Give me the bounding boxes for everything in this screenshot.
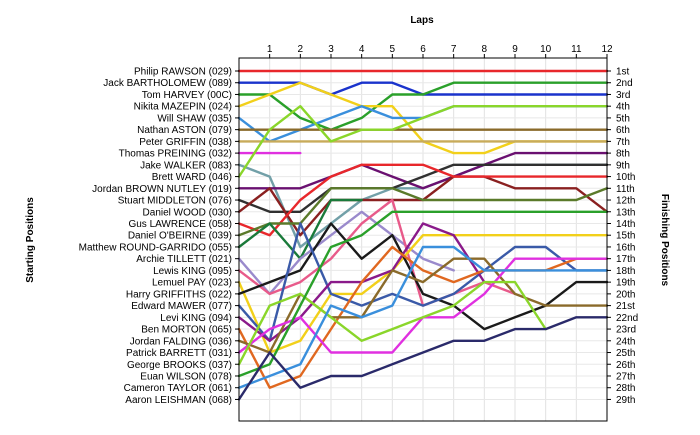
y-axis-title: Starting Positions xyxy=(25,197,36,283)
series-line xyxy=(237,233,609,354)
finish-position-label: 27th xyxy=(616,371,635,382)
start-position-label: Archie TILLETT (021) xyxy=(136,254,232,265)
start-position-label: Cameron TAYLOR (061) xyxy=(124,383,232,394)
start-position-label: Daniel O'BEIRNE (039) xyxy=(128,231,232,242)
start-position-label: Euan WILSON (078) xyxy=(140,371,232,382)
finish-position-label: 25th xyxy=(616,348,635,359)
series-line xyxy=(237,245,609,389)
finish-position-label: 22nd xyxy=(616,313,638,324)
finish-position-label: 29th xyxy=(616,395,635,406)
finish-position-label: 21st xyxy=(616,301,635,312)
y2-axis-title: Finishing Positions xyxy=(659,194,670,287)
finish-position-label: 12th xyxy=(616,196,635,207)
lap-tick-label: 5 xyxy=(390,44,396,55)
start-position-label: Jordan BROWN NUTLEY (019) xyxy=(92,184,232,195)
start-position-label: Jordan FALDING (036) xyxy=(130,336,232,347)
series-line xyxy=(237,280,547,366)
start-position-label: Daniel WOOD (030) xyxy=(143,207,232,218)
finish-position-label: 13th xyxy=(616,207,635,218)
finish-position-label: 2nd xyxy=(616,78,633,89)
series-lines xyxy=(237,69,609,401)
finish-position-label: 8th xyxy=(616,149,630,160)
start-position-label: Philip RAWSON (029) xyxy=(134,67,232,78)
finish-position-label: 16th xyxy=(616,242,635,253)
x-axis-title: Laps xyxy=(410,15,434,26)
finish-position-label: 28th xyxy=(616,383,635,394)
lap-tick-label: 3 xyxy=(328,44,334,55)
lap-tick-label: 7 xyxy=(451,44,457,55)
finish-position-label: 3rd xyxy=(616,90,630,101)
start-position-label: Jack BARTHOLOMEW (089) xyxy=(103,78,232,89)
series-line xyxy=(237,151,609,190)
lap-tick-label: 11 xyxy=(571,44,582,55)
finish-position-label: 18th xyxy=(616,266,635,277)
series-line xyxy=(237,104,609,178)
finish-position-label: 11th xyxy=(616,184,635,195)
start-position-label: Matthew ROUND-GARRIDO (055) xyxy=(79,242,232,253)
start-position-label: Patrick BARRETT (031) xyxy=(126,348,232,359)
series-line xyxy=(237,222,609,342)
finish-position-label: 4th xyxy=(616,102,630,113)
series-line xyxy=(237,210,609,378)
finish-position-label: 26th xyxy=(616,360,635,371)
start-position-label: Gus LAWRENCE (058) xyxy=(128,219,232,230)
lap-tick-label: 1 xyxy=(267,44,273,55)
start-position-label: Levi KING (094) xyxy=(160,313,232,324)
series-line xyxy=(237,163,609,214)
lap-tick-label: 2 xyxy=(298,44,304,55)
start-position-label: Harry GRIFFITHS (022) xyxy=(126,289,232,300)
finish-position-label: 17th xyxy=(616,254,635,265)
lap-tick-label: 10 xyxy=(540,44,552,55)
finish-position-label: 15th xyxy=(616,231,635,242)
lap-tick-label: 4 xyxy=(359,44,365,55)
lap-tick-label: 8 xyxy=(482,44,488,55)
start-position-label: Lewis KING (095) xyxy=(153,266,232,277)
start-position-label: Tom HARVEY (00C) xyxy=(142,90,232,101)
series-line xyxy=(237,163,609,237)
start-position-label: Stuart MIDDLETON (076) xyxy=(118,196,232,207)
start-position-label: Ben MORTON (065) xyxy=(141,325,232,336)
start-position-label: Lemuel PAY (023) xyxy=(152,278,232,289)
finish-position-label: 24th xyxy=(616,336,635,347)
lap-tick-label: 12 xyxy=(601,44,613,55)
start-position-label: Brett WARD (046) xyxy=(152,172,232,183)
start-position-label: Nathan ASTON (079) xyxy=(137,125,232,136)
finish-position-label: 5th xyxy=(616,113,630,124)
lap-tick-label: 6 xyxy=(420,44,426,55)
start-position-label: Nikita MAZEPIN (024) xyxy=(134,102,232,113)
start-position-label: Peter GRIFFIN (038) xyxy=(139,137,232,148)
start-position-label: Thomas PREINING (032) xyxy=(119,149,232,160)
finish-position-label: 1st xyxy=(616,67,630,78)
start-position-label: Aaron LEISHMAN (068) xyxy=(125,395,232,406)
start-position-label: Edward MAWER (077) xyxy=(131,301,232,312)
start-position-label: George BROOKS (037) xyxy=(127,360,232,371)
series-line xyxy=(237,198,517,307)
series-line xyxy=(237,316,609,401)
finish-position-label: 9th xyxy=(616,160,630,171)
start-position-label: Jake WALKER (083) xyxy=(140,160,232,171)
finish-position-label: 6th xyxy=(616,125,630,136)
finish-position-label: 23rd xyxy=(616,325,636,336)
finish-position-label: 20th xyxy=(616,289,635,300)
start-position-label: Will SHAW (035) xyxy=(157,113,232,124)
lap-tick-label: 9 xyxy=(512,44,518,55)
finish-position-label: 10th xyxy=(616,172,635,183)
finish-position-label: 19th xyxy=(616,278,635,289)
finish-position-label: 7th xyxy=(616,137,630,148)
finish-position-label: 14th xyxy=(616,219,635,230)
series-line xyxy=(237,81,609,131)
